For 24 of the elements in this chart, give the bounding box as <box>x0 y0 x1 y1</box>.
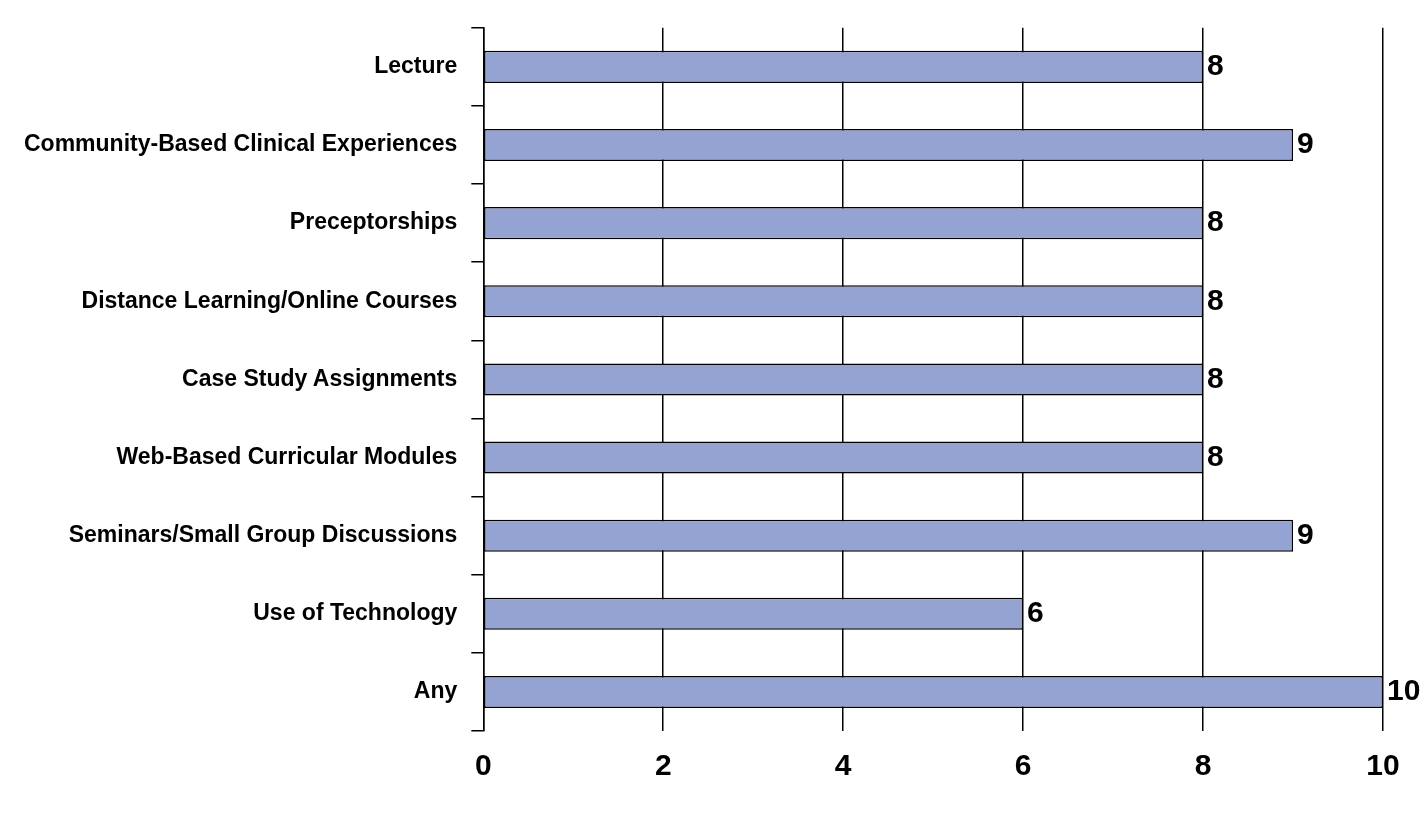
y-tick-label: Web-Based Curricular Modules <box>116 442 458 469</box>
x-tick-label: 10 <box>1366 748 1400 782</box>
x-tick-label: 2 <box>654 748 672 782</box>
y-tick-label: Seminars/Small Group Discussions <box>68 521 458 548</box>
y-tick-label: Use of Technology <box>253 599 458 626</box>
data-label: 8 <box>1207 360 1224 394</box>
data-label: 8 <box>1207 282 1224 316</box>
y-tick-label: Lecture <box>374 52 458 79</box>
x-tick-label: 6 <box>1014 748 1032 782</box>
data-label: 10 <box>1387 673 1421 707</box>
y-tick-label: Any <box>413 677 458 704</box>
y-tick-label: Preceptorships <box>289 208 458 235</box>
data-label: 9 <box>1297 516 1314 550</box>
x-tick-label: 4 <box>834 748 852 782</box>
x-tick-label: 8 <box>1194 748 1212 782</box>
data-label: 8 <box>1207 204 1224 238</box>
x-tick-label: 0 <box>474 748 492 782</box>
data-label: 8 <box>1207 438 1224 472</box>
data-label: 9 <box>1297 126 1314 160</box>
data-label: 6 <box>1027 595 1044 629</box>
data-label: 8 <box>1207 48 1224 82</box>
y-tick-label: Community-Based Clinical Experiences <box>23 130 458 157</box>
y-tick-label: Distance Learning/Online Courses <box>81 286 458 313</box>
y-tick-label: Case Study Assignments <box>182 364 458 391</box>
